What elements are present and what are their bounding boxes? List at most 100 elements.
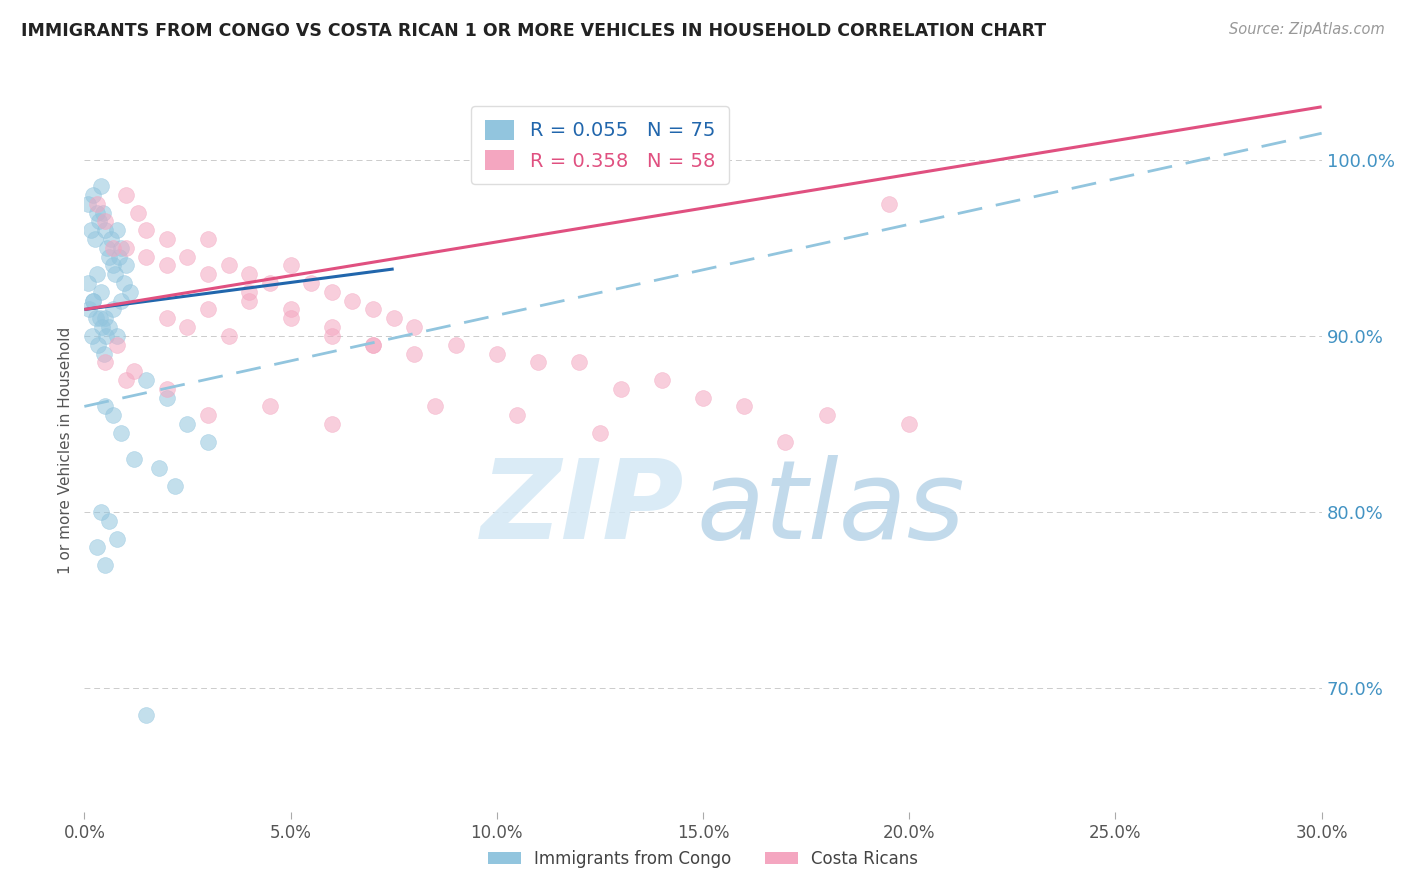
Point [103,302,125,317]
Point [98,250,121,264]
Point [105,329,128,343]
Point [361,337,384,351]
Point [156,232,179,246]
Point [94,214,117,228]
Point [98,514,121,528]
Point [94,223,117,237]
Point [91,205,114,219]
Point [280,302,302,317]
Point [82,293,104,308]
Point [77,196,100,211]
Point [114,373,136,387]
Point [299,276,322,290]
Point [589,425,612,440]
Point [90,179,112,194]
Point [108,250,131,264]
Point [898,417,921,431]
Point [342,293,364,308]
Point [114,259,136,273]
Point [197,434,219,449]
Point [110,241,132,255]
Point [321,329,343,343]
Point [122,452,145,467]
Point [218,259,240,273]
Point [568,355,591,369]
Point [114,188,136,202]
Point [94,355,117,369]
Point [197,408,219,422]
Point [127,205,149,219]
Point [382,311,405,326]
Point [156,391,179,405]
Text: ZIP: ZIP [481,455,685,562]
Point [87,214,110,228]
Point [176,250,198,264]
Legend: R = 0.055   N = 75, R = 0.358   N = 58: R = 0.055 N = 75, R = 0.358 N = 58 [471,106,728,184]
Point [238,293,260,308]
Point [775,434,797,449]
Point [135,223,157,237]
Point [105,532,128,546]
Point [93,346,115,360]
Point [259,276,281,290]
Point [197,267,219,281]
Point [82,188,104,202]
Point [103,408,125,422]
Point [156,382,179,396]
Point [135,707,157,722]
Point [609,382,631,396]
Y-axis label: 1 or more Vehicles in Household: 1 or more Vehicles in Household [58,326,73,574]
Point [122,364,145,378]
Point [96,241,118,255]
Point [877,196,900,211]
Point [404,346,426,360]
Point [815,408,838,422]
Point [165,479,187,493]
Point [135,250,157,264]
Point [118,285,141,299]
Point [280,259,302,273]
Point [444,337,467,351]
Point [148,461,170,475]
Point [94,400,117,414]
Point [692,391,714,405]
Point [104,267,127,281]
Point [82,293,104,308]
Point [90,320,112,334]
Point [361,302,384,317]
Point [84,311,107,326]
Point [361,337,384,351]
Point [105,223,128,237]
Point [135,373,157,387]
Point [94,311,117,326]
Point [112,276,135,290]
Point [110,293,132,308]
Point [506,408,529,422]
Point [156,311,179,326]
Point [103,241,125,255]
Point [86,541,108,555]
Point [423,400,446,414]
Point [86,267,108,281]
Point [105,337,128,351]
Point [197,302,219,317]
Point [238,285,260,299]
Point [83,232,105,246]
Text: atlas: atlas [697,455,966,562]
Point [79,223,101,237]
Point [176,417,198,431]
Point [86,205,108,219]
Text: IMMIGRANTS FROM CONGO VS COSTA RICAN 1 OR MORE VEHICLES IN HOUSEHOLD CORRELATION: IMMIGRANTS FROM CONGO VS COSTA RICAN 1 O… [21,22,1046,40]
Point [527,355,550,369]
Point [86,196,108,211]
Point [90,505,112,519]
Legend: Immigrants from Congo, Costa Ricans: Immigrants from Congo, Costa Ricans [481,844,925,875]
Point [103,259,125,273]
Point [733,400,755,414]
Point [321,285,343,299]
Point [321,417,343,431]
Point [485,346,508,360]
Point [94,558,117,572]
Point [321,320,343,334]
Point [86,337,108,351]
